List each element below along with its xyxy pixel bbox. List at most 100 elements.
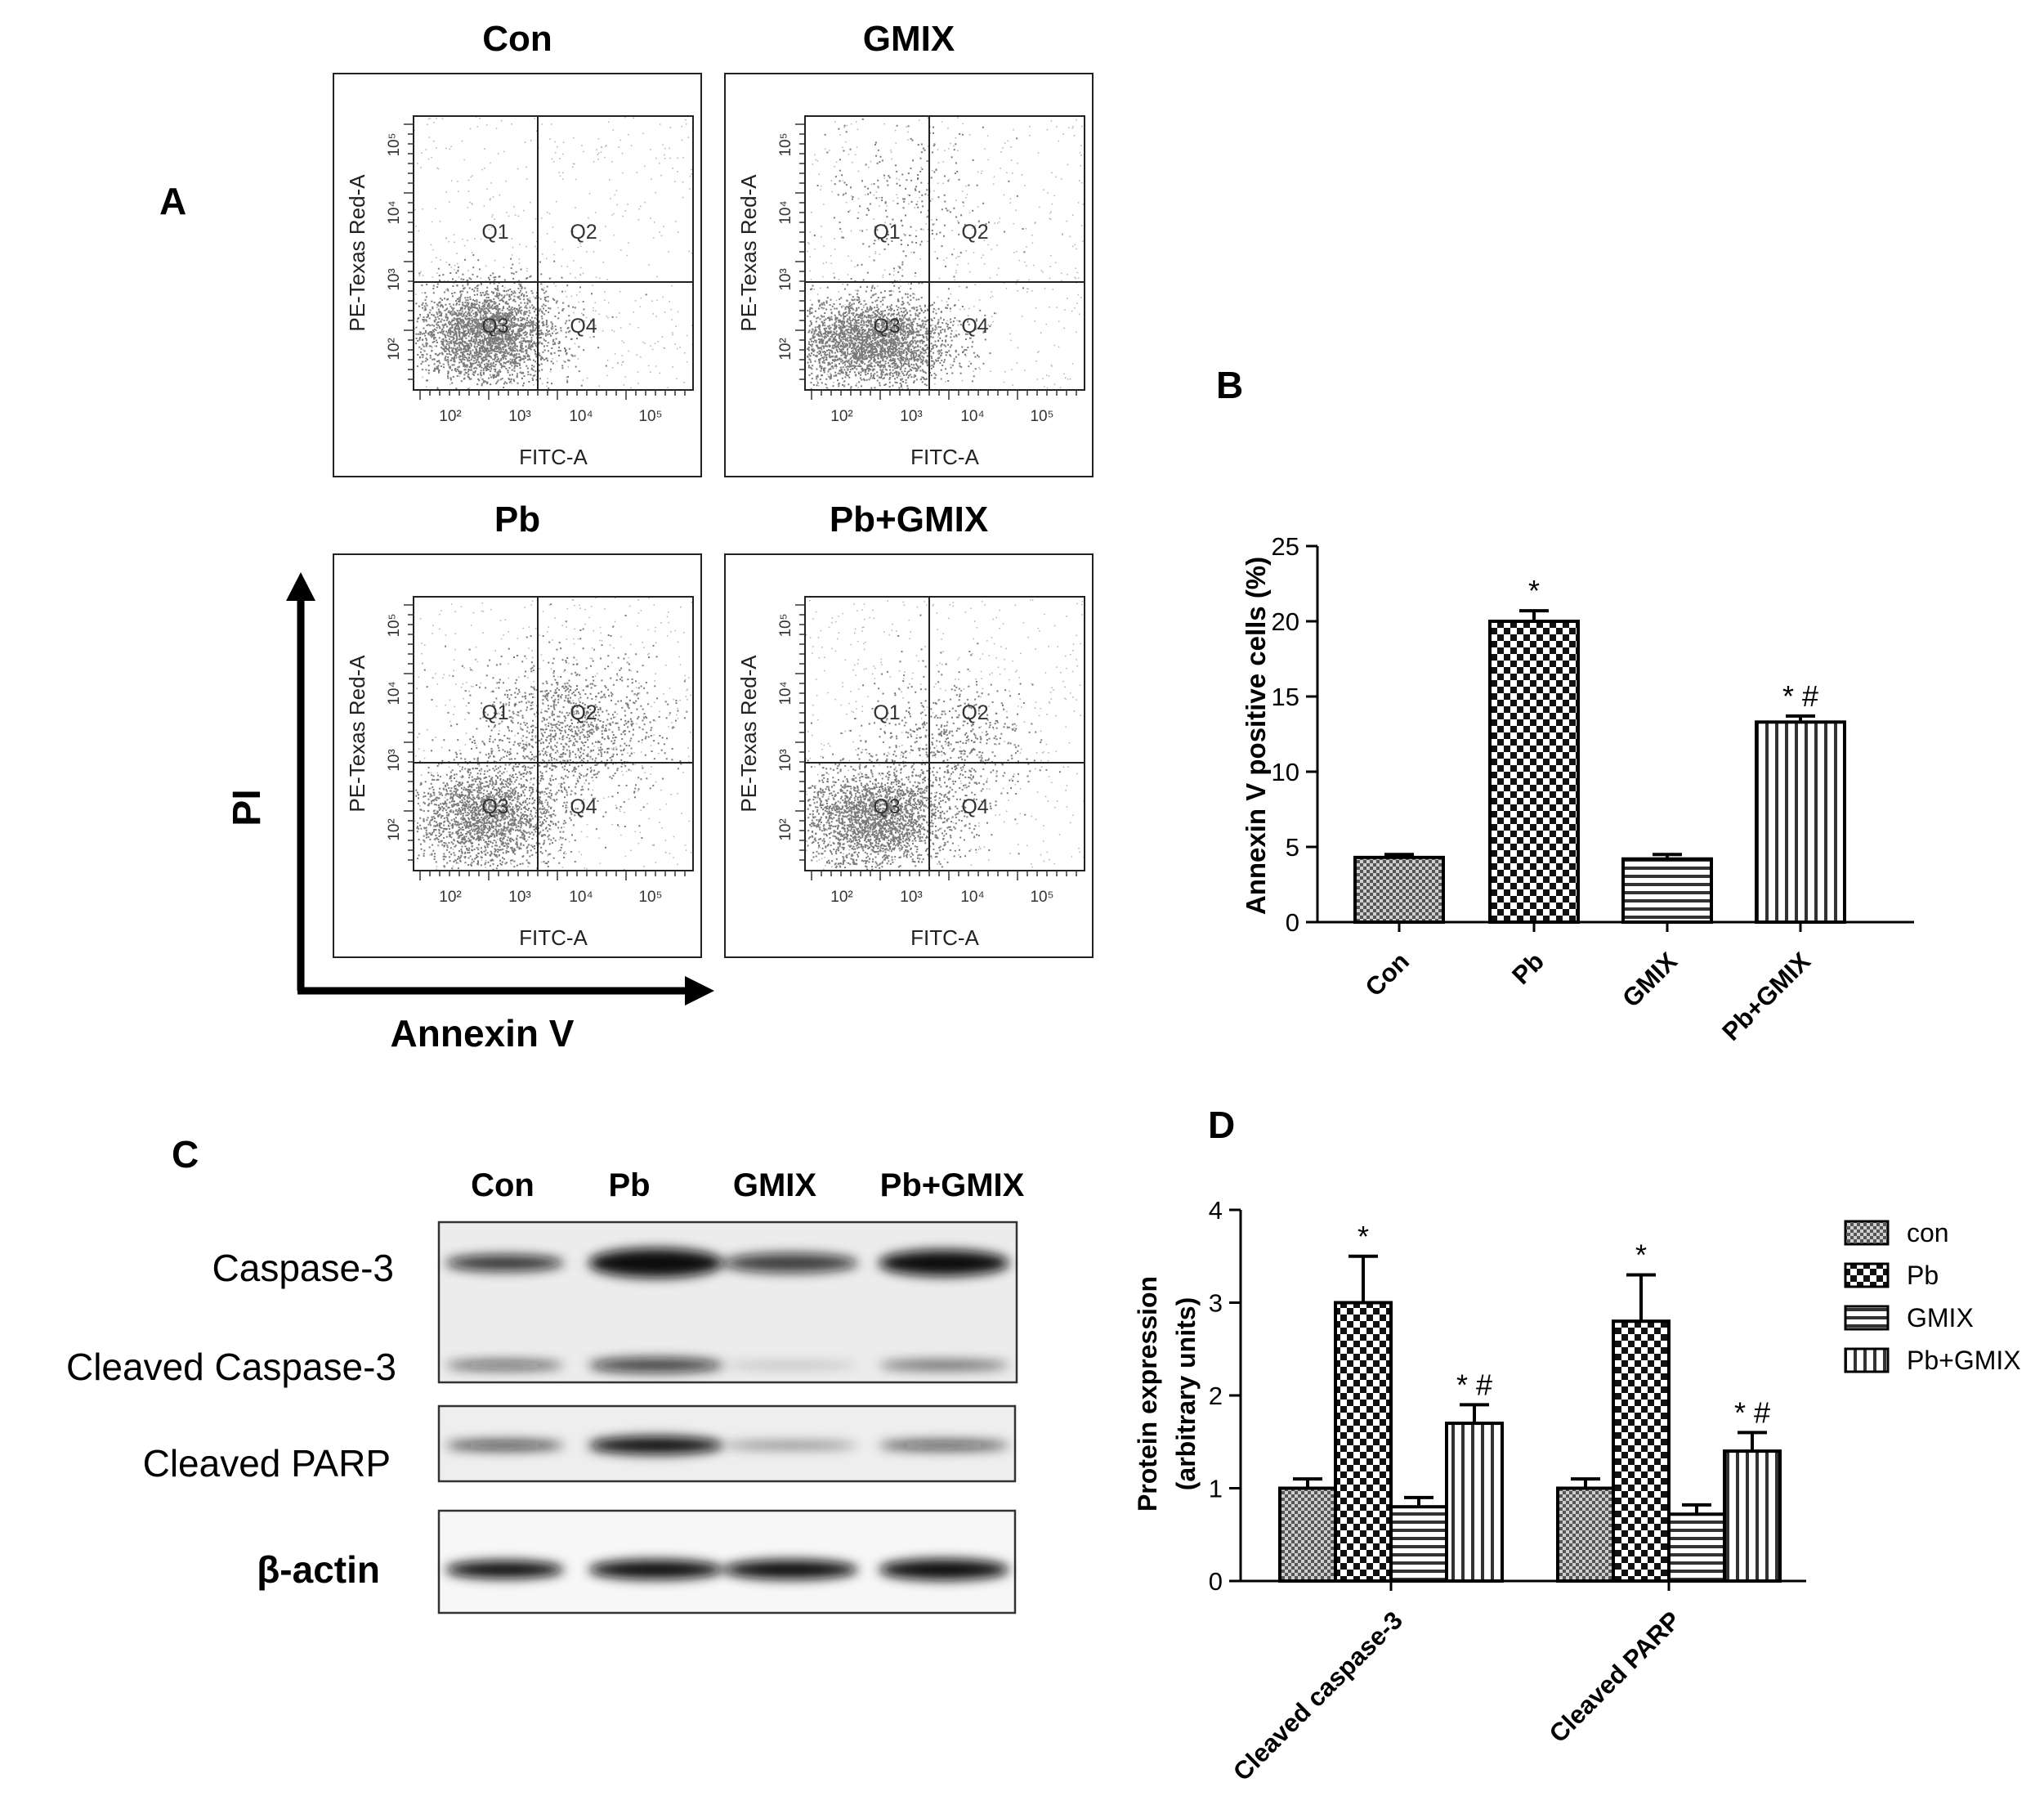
x-category-label: Pb <box>1506 947 1550 990</box>
x-tick-label: 10² <box>439 408 461 425</box>
panel-a-flow-cytometry: Con Q1 Q2 Q3 Q4 10² 10³ 10⁴ 10⁵ 10² 10³ 10⁴ 10⁵ FITC-… <box>226 19 1094 1055</box>
flow-plot-axes <box>804 115 1085 391</box>
flow-x-axis-label: FITC-A <box>910 925 979 950</box>
y-tick-label: 25 <box>1272 532 1299 561</box>
y-tick-label: 10² <box>777 818 794 840</box>
x-tick-label: 10³ <box>900 408 922 425</box>
quadrant-label: Q3 <box>481 315 508 338</box>
significance-marker: * # <box>1782 679 1818 713</box>
y-tick-label: 10⁴ <box>777 200 794 224</box>
flow-plot-pb: Pb Q1 Q2 Q3 Q4 10² 10³ 10⁴ 10⁵ 10² 10³ 10⁴ 10⁵ FITC-A… <box>333 499 702 958</box>
y-tick-label: 10² <box>386 818 403 840</box>
y-tick-label: 10 <box>1272 758 1299 786</box>
y-tick-label: 10⁵ <box>777 132 794 156</box>
bar-con <box>1353 855 1445 925</box>
blot-membrane <box>437 1221 1018 1384</box>
flow-plot-frame <box>333 73 702 477</box>
y-tick-label: 10⁴ <box>777 681 794 705</box>
quadrant-label: Q1 <box>481 221 508 244</box>
flow-plot-title: Pb <box>494 499 540 540</box>
lane-label: Con <box>471 1167 534 1203</box>
x-category-label: Cleaved caspase-3 <box>1228 1606 1408 1786</box>
y-tick-label: 3 <box>1209 1289 1223 1318</box>
flow-x-axis-label: FITC-A <box>910 445 979 469</box>
y-axis-title: Annexin V positive cells (%) <box>1241 557 1271 915</box>
y-tick-label: 1 <box>1209 1475 1223 1503</box>
flow-plot-title: GMIX <box>863 19 955 59</box>
flow-dots <box>807 117 1086 391</box>
significance-marker: * # <box>1456 1368 1492 1401</box>
x-tick-label: 10² <box>830 889 852 906</box>
y-axis-title: Protein expression <box>1133 1276 1162 1512</box>
y-tick-label: 15 <box>1272 683 1299 711</box>
legend-label: GMIX <box>1907 1303 1974 1332</box>
band-label: Caspase-3 <box>212 1247 394 1289</box>
y-axis-title: (arbitrary units) <box>1171 1297 1201 1490</box>
lane-label: Pb+GMIX <box>880 1167 1025 1203</box>
y-tick-label: 10³ <box>386 749 403 771</box>
y-tick-label: 10⁴ <box>386 681 403 705</box>
blot-bands <box>445 1248 1009 1580</box>
x-tick-label: 10⁴ <box>569 889 593 906</box>
flow-dots <box>414 116 694 392</box>
significance-marker: * <box>1528 574 1540 607</box>
flow-plot-title: Con <box>482 19 552 59</box>
quadrant-label: Q3 <box>873 315 900 338</box>
flow-x-axis-label: FITC-A <box>519 925 588 950</box>
quadrant-label: Q1 <box>873 701 900 724</box>
flow-plot-frame <box>724 73 1094 477</box>
pi-arrow-head <box>286 572 315 601</box>
quadrant-label: Q1 <box>873 221 900 244</box>
legend-swatch <box>1844 1220 1890 1246</box>
flow-y-axis-label: PE-Texas Red-A <box>736 655 761 813</box>
y-tick-label: 10² <box>386 338 403 360</box>
x-tick-label: 10³ <box>900 889 922 906</box>
flow-y-axis-label: PE-Texas Red-A <box>345 174 369 332</box>
y-tick-label: 10³ <box>777 268 794 290</box>
legend-swatch <box>1844 1305 1890 1331</box>
x-tick-label: 10⁴ <box>960 408 984 425</box>
flow-plot-con: Con Q1 Q2 Q3 Q4 10² 10³ 10⁴ 10⁵ 10² 10³ 10⁴ 10⁵ FITC-… <box>333 19 702 477</box>
y-tick-label: 10³ <box>777 749 794 771</box>
annexin-arrow-head <box>685 976 714 1006</box>
x-category-label: Pb+GMIX <box>1716 947 1816 1046</box>
bar-con <box>1278 1486 1337 1583</box>
quadrant-label: Q3 <box>481 795 508 818</box>
legend-label: con <box>1907 1218 1949 1247</box>
quadrant-label: Q3 <box>873 795 900 818</box>
bar-pb-gmix <box>1445 1422 1504 1583</box>
bar-gmix <box>1667 1512 1726 1583</box>
x-category-label: GMIX <box>1617 947 1683 1013</box>
pi-axis-label: PI <box>226 789 269 826</box>
panel-letter-c: C <box>172 1133 199 1176</box>
panel-letter-d: D <box>1208 1104 1235 1146</box>
x-tick-label: 10² <box>439 889 461 906</box>
flow-plot-frame <box>724 553 1094 958</box>
x-category-label: Cleaved PARP <box>1544 1606 1686 1748</box>
lane-label: GMIX <box>733 1167 817 1203</box>
y-tick-label: 10⁴ <box>386 200 403 224</box>
x-tick-label: 10³ <box>508 408 530 425</box>
flow-y-axis-label: PE-Texas Red-A <box>736 174 761 332</box>
band-label: Cleaved PARP <box>143 1442 391 1485</box>
lane-label: Pb <box>608 1167 650 1203</box>
y-tick-label: 10³ <box>386 268 403 290</box>
legend-swatch <box>1844 1262 1890 1288</box>
quadrant-label: Q4 <box>961 795 988 818</box>
panel-letter-b: B <box>1216 364 1243 406</box>
y-tick-label: 5 <box>1286 833 1299 862</box>
quadrant-label: Q4 <box>961 315 988 338</box>
band-label: Cleaved Caspase-3 <box>66 1346 396 1388</box>
bar-gmix <box>1389 1505 1448 1583</box>
y-tick-label: 0 <box>1286 908 1299 937</box>
y-tick-label: 0 <box>1209 1567 1223 1596</box>
y-tick-label: 10⁵ <box>386 132 403 156</box>
legend-swatch <box>1844 1347 1890 1373</box>
y-tick-label: 20 <box>1272 607 1299 636</box>
legend-label: Pb+GMIX <box>1907 1346 2021 1375</box>
bar-pb <box>1334 1301 1393 1583</box>
bar-gmix <box>1621 857 1713 924</box>
band-label: β-actin <box>257 1548 380 1591</box>
flow-plot-frame <box>333 553 702 958</box>
